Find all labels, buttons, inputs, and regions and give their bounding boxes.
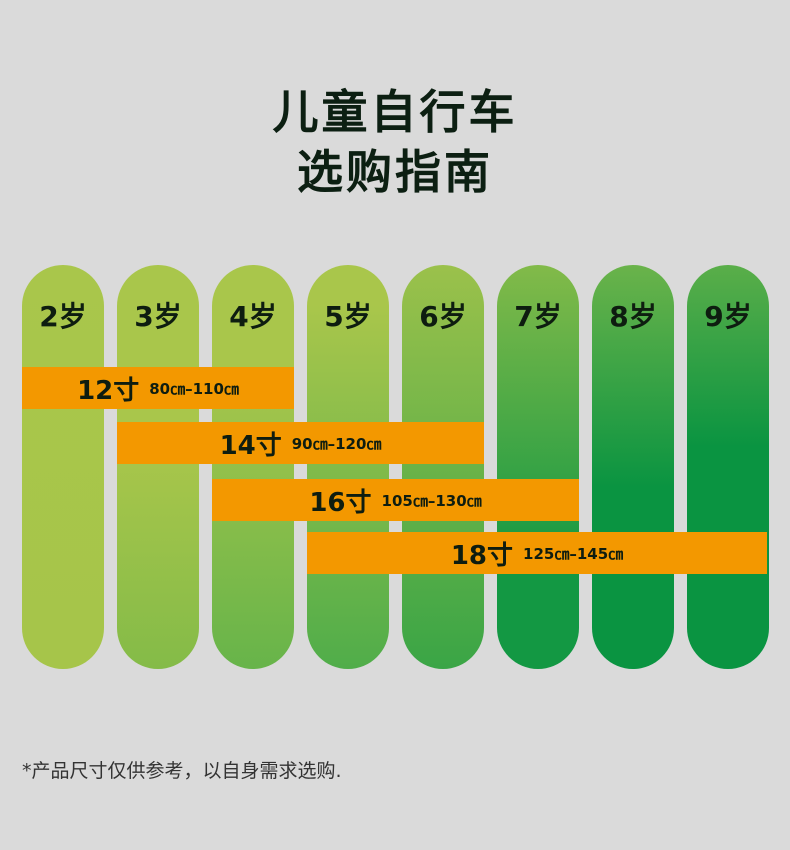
age-label: 3岁	[134, 300, 182, 333]
disclaimer-note: *产品尺寸仅供参考，以自身需求选购.	[22, 760, 342, 782]
age-label: 8岁	[609, 300, 657, 333]
age-label: 2岁	[39, 300, 87, 333]
age-column-3: 3岁	[117, 265, 199, 669]
age-column-2: 2岁	[22, 265, 104, 669]
age-column-8: 8岁	[592, 265, 674, 669]
size-bar-16: 16寸 105㎝–130㎝	[212, 479, 579, 521]
page-title-line1: 儿童自行车	[272, 85, 518, 139]
age-label: 5岁	[324, 300, 372, 333]
age-label: 9岁	[704, 300, 752, 333]
age-label: 6岁	[419, 300, 467, 333]
age-label: 7岁	[514, 300, 562, 333]
bar-size: 14寸	[219, 430, 282, 461]
age-label: 4岁	[229, 300, 277, 333]
bar-size: 12寸	[77, 375, 140, 406]
size-bar-18: 18寸 125㎝–145㎝	[307, 532, 767, 574]
bar-size: 18寸	[450, 540, 514, 571]
page-title-line2: 选购指南	[297, 145, 493, 199]
age-column-6: 6岁	[402, 265, 484, 669]
bar-range: 105㎝–130㎝	[381, 491, 482, 510]
age-column-7: 7岁	[497, 265, 579, 669]
age-column-4: 4岁	[212, 265, 294, 669]
bar-range: 90㎝–120㎝	[291, 434, 382, 453]
bar-size: 16寸	[309, 487, 372, 518]
age-column-5: 5岁	[307, 265, 389, 669]
bar-range: 80㎝–110㎝	[149, 379, 239, 398]
size-bar-12: 12寸 80㎝–110㎝	[22, 367, 294, 409]
bar-range: 125㎝–145㎝	[523, 544, 624, 563]
age-column-9: 9岁	[687, 265, 769, 669]
size-bar-14: 14寸 90㎝–120㎝	[117, 422, 484, 464]
